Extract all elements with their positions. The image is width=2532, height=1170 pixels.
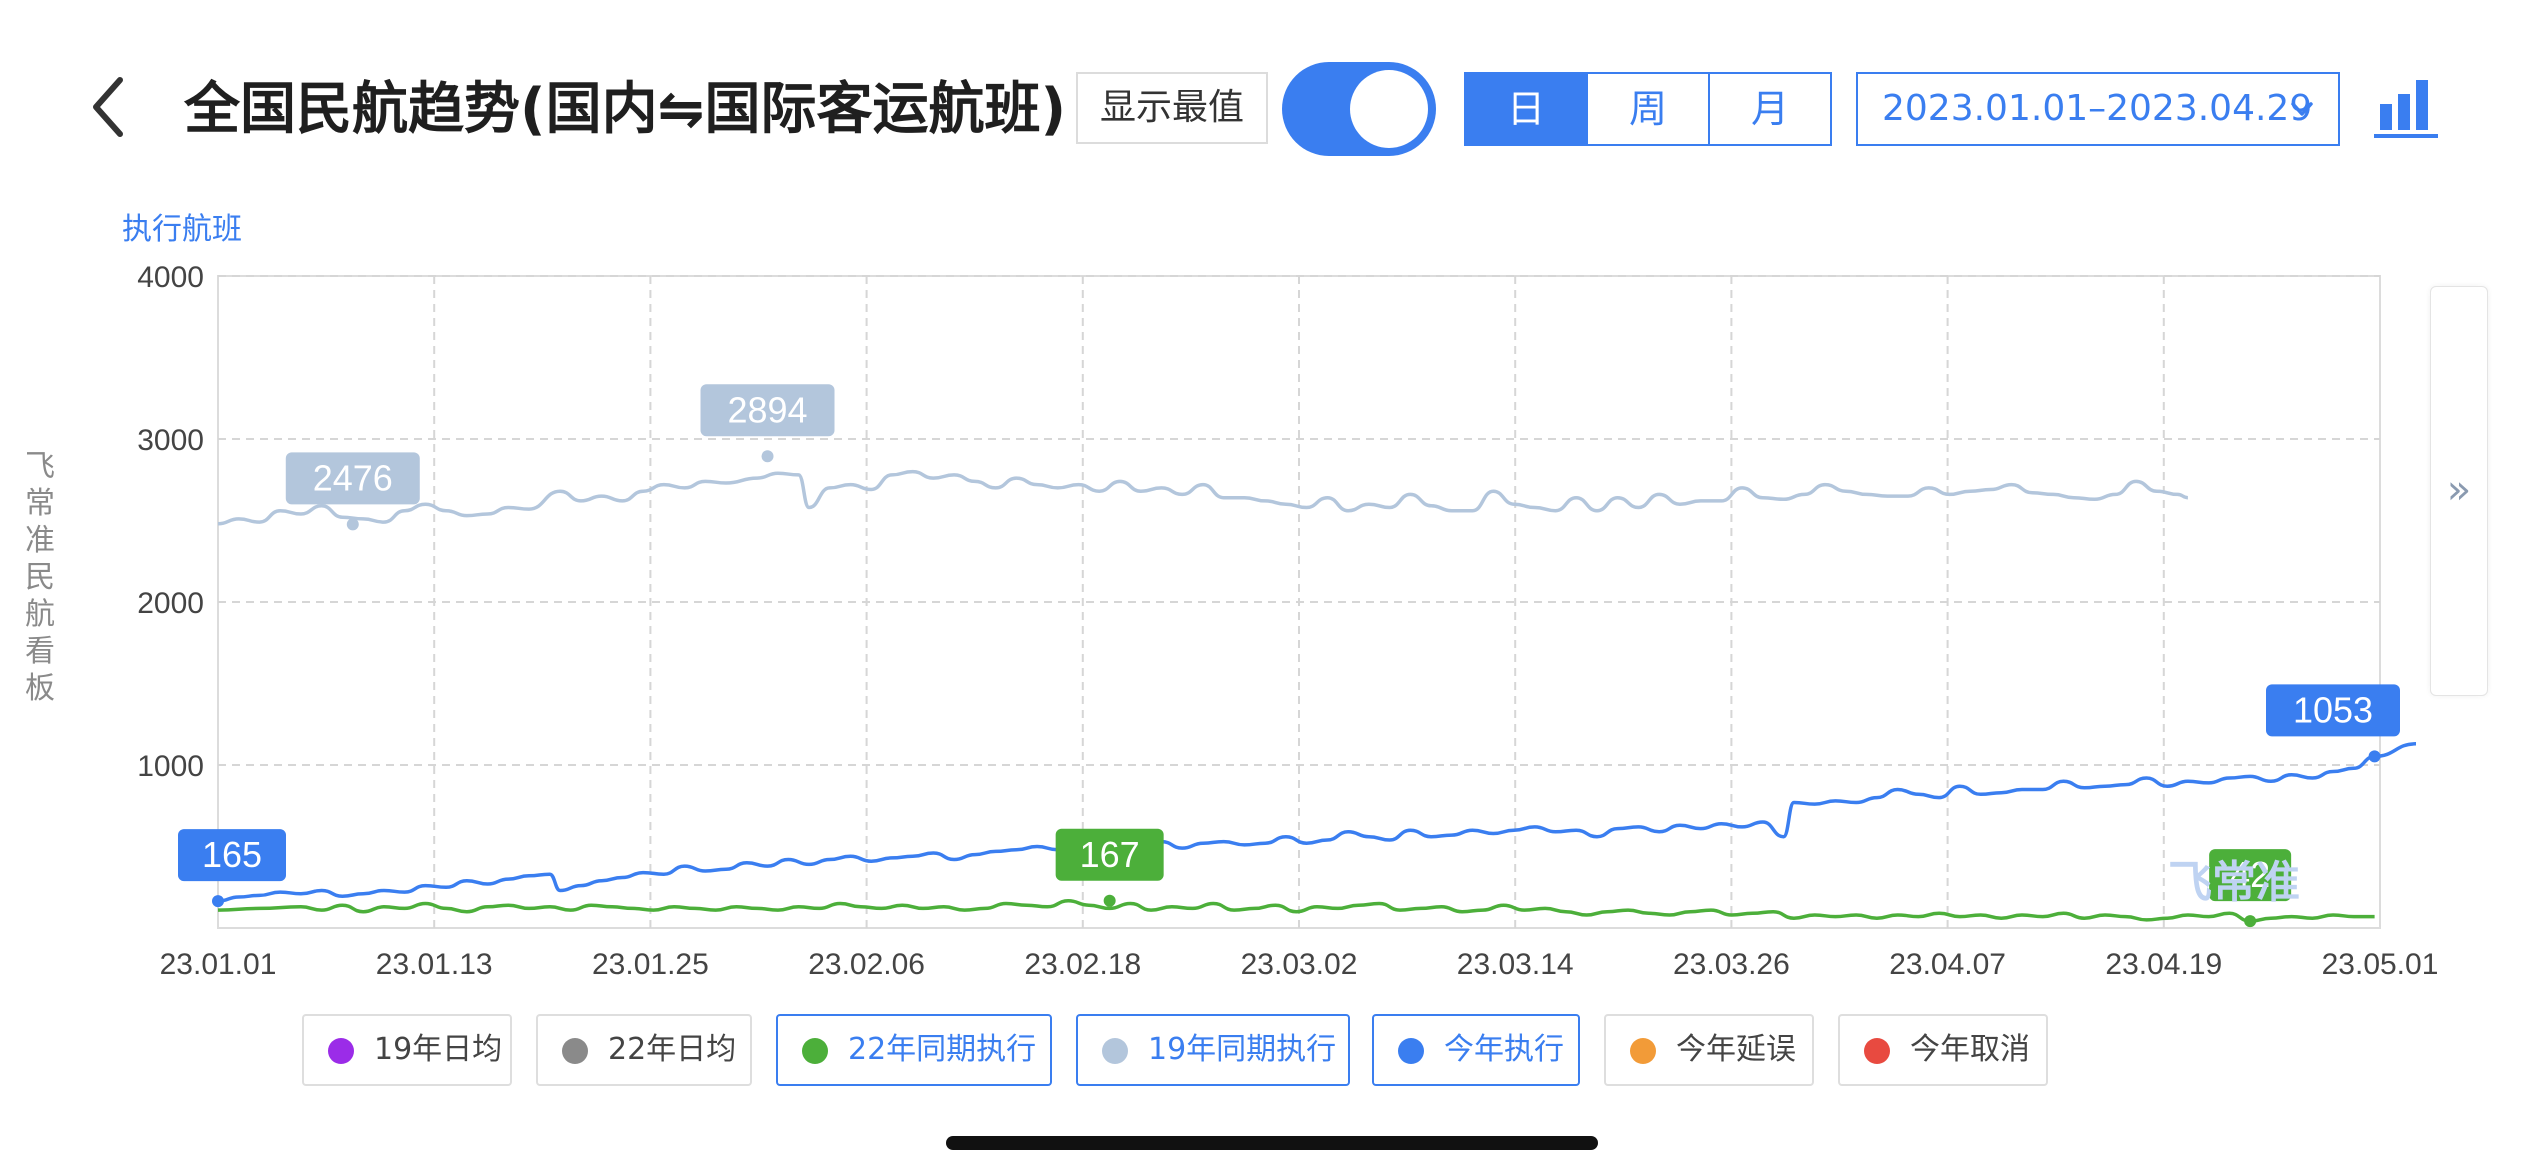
legend-dot — [562, 1038, 588, 1064]
period-tabs: 日 周 月 — [1464, 72, 1832, 146]
data-point-marker — [2244, 915, 2257, 928]
x-tick-label: 23.03.14 — [1457, 948, 1574, 981]
data-label: 2894 — [727, 389, 807, 430]
data-label: 1053 — [2293, 689, 2373, 730]
data-point-marker — [761, 450, 774, 463]
x-tick-label: 23.05.01 — [2322, 948, 2439, 981]
legend-dot — [1102, 1038, 1128, 1064]
toggle-knob — [1350, 70, 1428, 148]
tab-day[interactable]: 日 — [1466, 74, 1588, 144]
y-tick-label: 4000 — [137, 261, 204, 294]
x-tick-label: 23.01.01 — [160, 948, 277, 981]
data-label: 42 — [2230, 854, 2270, 895]
watermark: 飞常准 — [2168, 857, 2300, 908]
data-label-box — [178, 829, 286, 882]
tab-month[interactable]: 月 — [1710, 74, 1830, 144]
tab-week[interactable]: 周 — [1588, 74, 1710, 144]
legend-item-22-avg[interactable]: 22年日均 — [536, 1014, 752, 1086]
page-title: 全国民航趋势(国内⇋国际客运航班) — [184, 77, 1067, 142]
data-point-marker — [2368, 750, 2381, 763]
legend-dot — [1864, 1038, 1890, 1064]
data-label: 167 — [1080, 834, 1140, 875]
data-point-marker — [212, 895, 224, 908]
show-max-label: 显示最值 — [1076, 72, 1268, 144]
data-label-box — [2266, 684, 2400, 737]
series-line — [217, 742, 2417, 903]
legend-item-19-same-period[interactable]: 19年同期执行 — [1076, 1014, 1350, 1086]
chevron-left-icon — [93, 77, 123, 137]
data-label: 2476 — [313, 457, 393, 498]
show-max-toggle[interactable] — [1282, 62, 1436, 156]
legend-dot — [328, 1038, 354, 1064]
legend-item-delay[interactable]: 今年延误 — [1604, 1014, 1814, 1086]
legend-dot — [1630, 1038, 1656, 1064]
brand-vertical-text: 飞常准民航看板 — [25, 449, 55, 706]
double-chevron-right-icon: » — [2446, 467, 2472, 513]
data-label-box — [2209, 849, 2292, 902]
home-indicator — [946, 1136, 1598, 1150]
date-range-value: 2023.01.01–2023.04.29 — [1882, 88, 2313, 129]
bar-chart-icon[interactable] — [2374, 78, 2438, 138]
legend-item-cancel[interactable]: 今年取消 — [1838, 1014, 2048, 1086]
legend-item-19-avg[interactable]: 19年日均 — [302, 1014, 512, 1086]
legend-item-this-year[interactable]: 今年执行 — [1372, 1014, 1580, 1086]
x-tick-label: 23.02.06 — [808, 948, 925, 981]
series-line — [217, 469, 2189, 526]
y-tick-label: 1000 — [137, 750, 204, 783]
legend-item-22-same-period[interactable]: 22年同期执行 — [776, 1014, 1052, 1086]
date-range-select[interactable]: 2023.01.01–2023.04.29 — [1856, 72, 2340, 146]
legend-dot — [1398, 1038, 1424, 1064]
x-tick-label: 23.03.26 — [1673, 948, 1790, 981]
data-point-marker — [346, 518, 359, 531]
data-label-box — [285, 452, 420, 505]
x-tick-label: 23.03.02 — [1241, 948, 1358, 981]
x-tick-label: 23.04.07 — [1889, 948, 2006, 981]
expand-panel-button[interactable]: » — [2430, 286, 2488, 696]
x-tick-label: 23.01.13 — [376, 948, 493, 981]
x-tick-label: 23.02.18 — [1024, 948, 1141, 981]
data-label: 165 — [202, 834, 262, 875]
y-tick-label: 2000 — [137, 587, 204, 620]
data-label-box — [700, 384, 835, 437]
trend-chart: 1000 2000 3000 4000 23.01.01 23.01.13 23.01.25… — [137, 261, 2439, 981]
chevron-down-icon — [2291, 102, 2313, 116]
x-tick-label: 23.04.19 — [2105, 948, 2222, 981]
back-button[interactable] — [86, 72, 130, 142]
data-label-box — [1055, 828, 1164, 881]
y-axis-label: 执行航班 — [122, 212, 242, 247]
y-tick-label: 3000 — [137, 424, 204, 457]
legend-dot — [802, 1038, 828, 1064]
series-line — [217, 899, 2375, 923]
x-tick-label: 23.01.25 — [592, 948, 709, 981]
data-point-marker — [1103, 894, 1116, 907]
